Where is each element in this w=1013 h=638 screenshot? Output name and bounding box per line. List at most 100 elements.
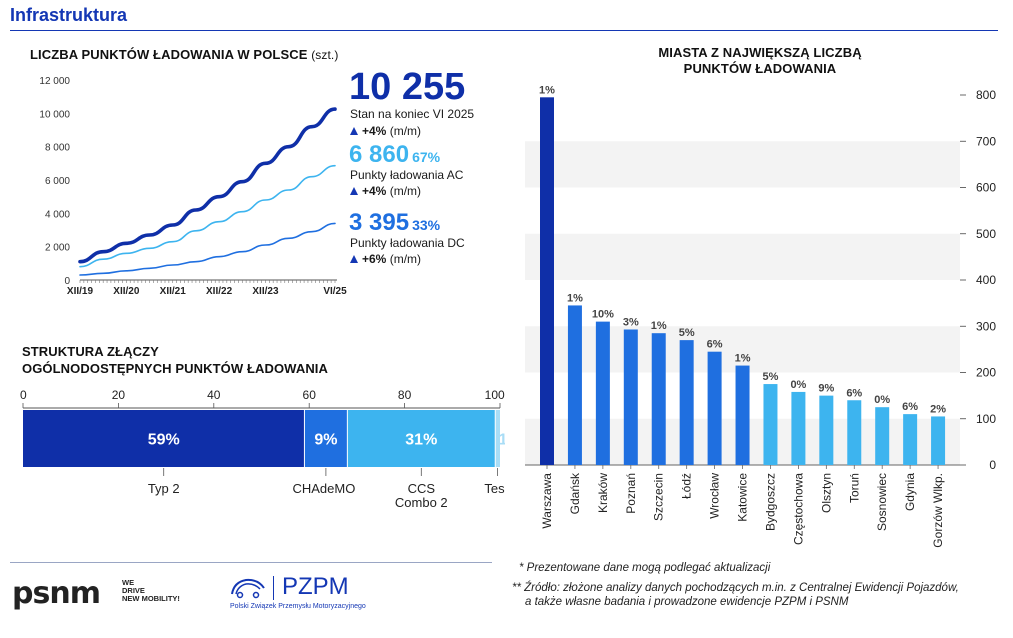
grid-band (525, 233, 960, 280)
x-tick-label: XII/20 (113, 286, 140, 297)
stack-category-label: CCS (408, 481, 436, 496)
city-bar-label: 1% (651, 320, 667, 332)
pzpm-logo: PZPM (282, 573, 349, 600)
y-tick-label: 8 000 (45, 143, 70, 154)
dc-value: 3 395 (349, 209, 410, 236)
dc-change: +6% (m/m) (350, 252, 421, 266)
dc-stat: 3 395 33% (349, 211, 440, 235)
city-name-label: Częstochowa (791, 473, 805, 545)
city-bar (931, 416, 946, 465)
city-bar (903, 414, 918, 465)
y-tick-label: 10 000 (39, 109, 70, 120)
total-change: +4% (m/m) (350, 124, 421, 138)
ac-stat: 6 860 67% (349, 143, 440, 167)
dc-share: 33% (412, 217, 441, 233)
stack-x-tick-label: 20 (112, 388, 126, 402)
pzpm-subtitle: Polski Związek Przemysłu Motoryzacyjnego (230, 603, 366, 610)
stack-x-tick-label: 0 (20, 388, 27, 402)
x-tick-label: VI/25 (323, 286, 347, 297)
total-label: Stan na koniec VI 2025 (350, 107, 475, 121)
psnm-tag-line1: WE (122, 578, 135, 587)
connector-title-line1: STRUKTURA ZŁĄCZY (22, 344, 159, 359)
city-name-label: Bydgoszcz (763, 473, 777, 531)
y-tick-label: 100 (976, 412, 996, 426)
city-bar (567, 305, 582, 465)
x-tick-label: XII/21 (160, 286, 187, 297)
ac-label: Punkty ładowania AC (350, 168, 464, 182)
city-bar (540, 97, 554, 465)
dc-change-value: +6% (362, 252, 387, 266)
city-name-label: Gdynia (903, 473, 917, 511)
city-bar-label: 1% (567, 292, 583, 304)
city-bar (847, 400, 862, 465)
connector-stacked-bar: 0 20 40 60 80 100% 59% Typ 2 9% CHAdeMO 31% CCSComb… (20, 388, 505, 510)
city-bar-label: 0% (874, 394, 890, 406)
total-value: 10 255 (349, 66, 466, 108)
connector-chart-title: STRUKTURA ZŁĄCZY OGÓLNODOSTĘPNYCH PUNKTÓ… (22, 343, 328, 377)
city-name-label: Łódź (680, 473, 694, 499)
city-bar (651, 333, 666, 465)
line-chart-title-text: LICZBA PUNKTÓW ŁADOWANIA W POLSCE (30, 47, 308, 62)
total-change-value: +4% (362, 124, 387, 138)
footnote-2-line2: a także własne badania i prowadzone ewid… (525, 596, 849, 608)
stack-segment (495, 410, 500, 467)
y-tick-label: 600 (976, 181, 996, 195)
dc-change-unit: (m/m) (389, 252, 422, 266)
stack-category-label: Tesla (484, 481, 505, 496)
up-triangle-icon (350, 187, 358, 195)
stack-segment (347, 410, 496, 467)
title-divider (10, 30, 998, 31)
city-bar-label: 1% (539, 84, 555, 96)
stack-x-tick-label: 40 (207, 388, 221, 402)
city-bar (875, 407, 890, 465)
city-bar-label: 6% (707, 339, 723, 351)
city-bar-label: 9% (818, 383, 834, 395)
y-tick-label: 200 (976, 366, 996, 380)
city-bar-label: 3% (623, 316, 639, 328)
psnm-logo: psnm (12, 576, 101, 611)
city-bar (819, 395, 834, 465)
stack-category-label: CHAdeMO (292, 481, 355, 496)
footnote-1: * Prezentowane dane mogą podlegać aktual… (519, 562, 771, 574)
line-series (78, 107, 337, 264)
grid-band (525, 141, 960, 188)
stack-x-tick-label: 60 (303, 388, 317, 402)
city-name-label: Warszawa (540, 473, 554, 529)
city-bar (763, 384, 778, 465)
ac-change: +4% (m/m) (350, 184, 421, 198)
y-tick-label: 2 000 (45, 243, 70, 254)
ac-change-value: +4% (362, 184, 387, 198)
y-tick-label: 800 (976, 88, 996, 102)
city-bar (623, 329, 638, 465)
ac-share: 67% (412, 149, 441, 165)
city-bar (707, 351, 722, 465)
cities-title-line2: PUNKTÓW ŁADOWANIA (683, 61, 837, 76)
stack-segment (23, 410, 305, 467)
stack-value-label: 31% (405, 432, 437, 449)
cities-bar-chart: 0 100 200 300 400 500 600 700 800 1% Warszawa 1% Gda… (525, 84, 996, 548)
city-bar (735, 365, 750, 465)
city-name-label: Gdańsk (568, 472, 582, 514)
city-bar (679, 340, 694, 465)
stack-segment (304, 410, 348, 467)
total-change-unit: (m/m) (389, 124, 422, 138)
y-tick-label: 700 (976, 134, 996, 148)
y-tick-label: 0 (64, 276, 70, 287)
psnm-tagline: WE DRIVE NEW MOBILITY! (122, 579, 180, 603)
city-bar (595, 321, 610, 465)
city-name-label: Kraków (596, 473, 610, 513)
stack-value-label: 9% (314, 432, 337, 449)
line-chart: 0 2 000 4 000 6 000 8 000 10 000 12 000 XII/19 X… (39, 76, 347, 297)
up-triangle-icon (350, 127, 358, 135)
city-name-label: Olsztyn (819, 473, 833, 513)
city-bar-label: 6% (902, 401, 918, 413)
ac-value: 6 860 (349, 141, 410, 168)
y-tick-label: 0 (989, 458, 996, 472)
y-tick-label: 6 000 (45, 176, 70, 187)
footnote-2-line1: ** Źródło: złożone analizy danych pochod… (512, 582, 959, 594)
stack-x-tick-label: 80 (398, 388, 412, 402)
cities-title-line1: MIASTA Z NAJWIĘKSZĄ LICZBĄ (658, 45, 862, 60)
up-triangle-icon (350, 255, 358, 263)
city-name-label: Wrocław (708, 473, 722, 519)
dc-label: Punkty ładowania DC (350, 236, 465, 250)
